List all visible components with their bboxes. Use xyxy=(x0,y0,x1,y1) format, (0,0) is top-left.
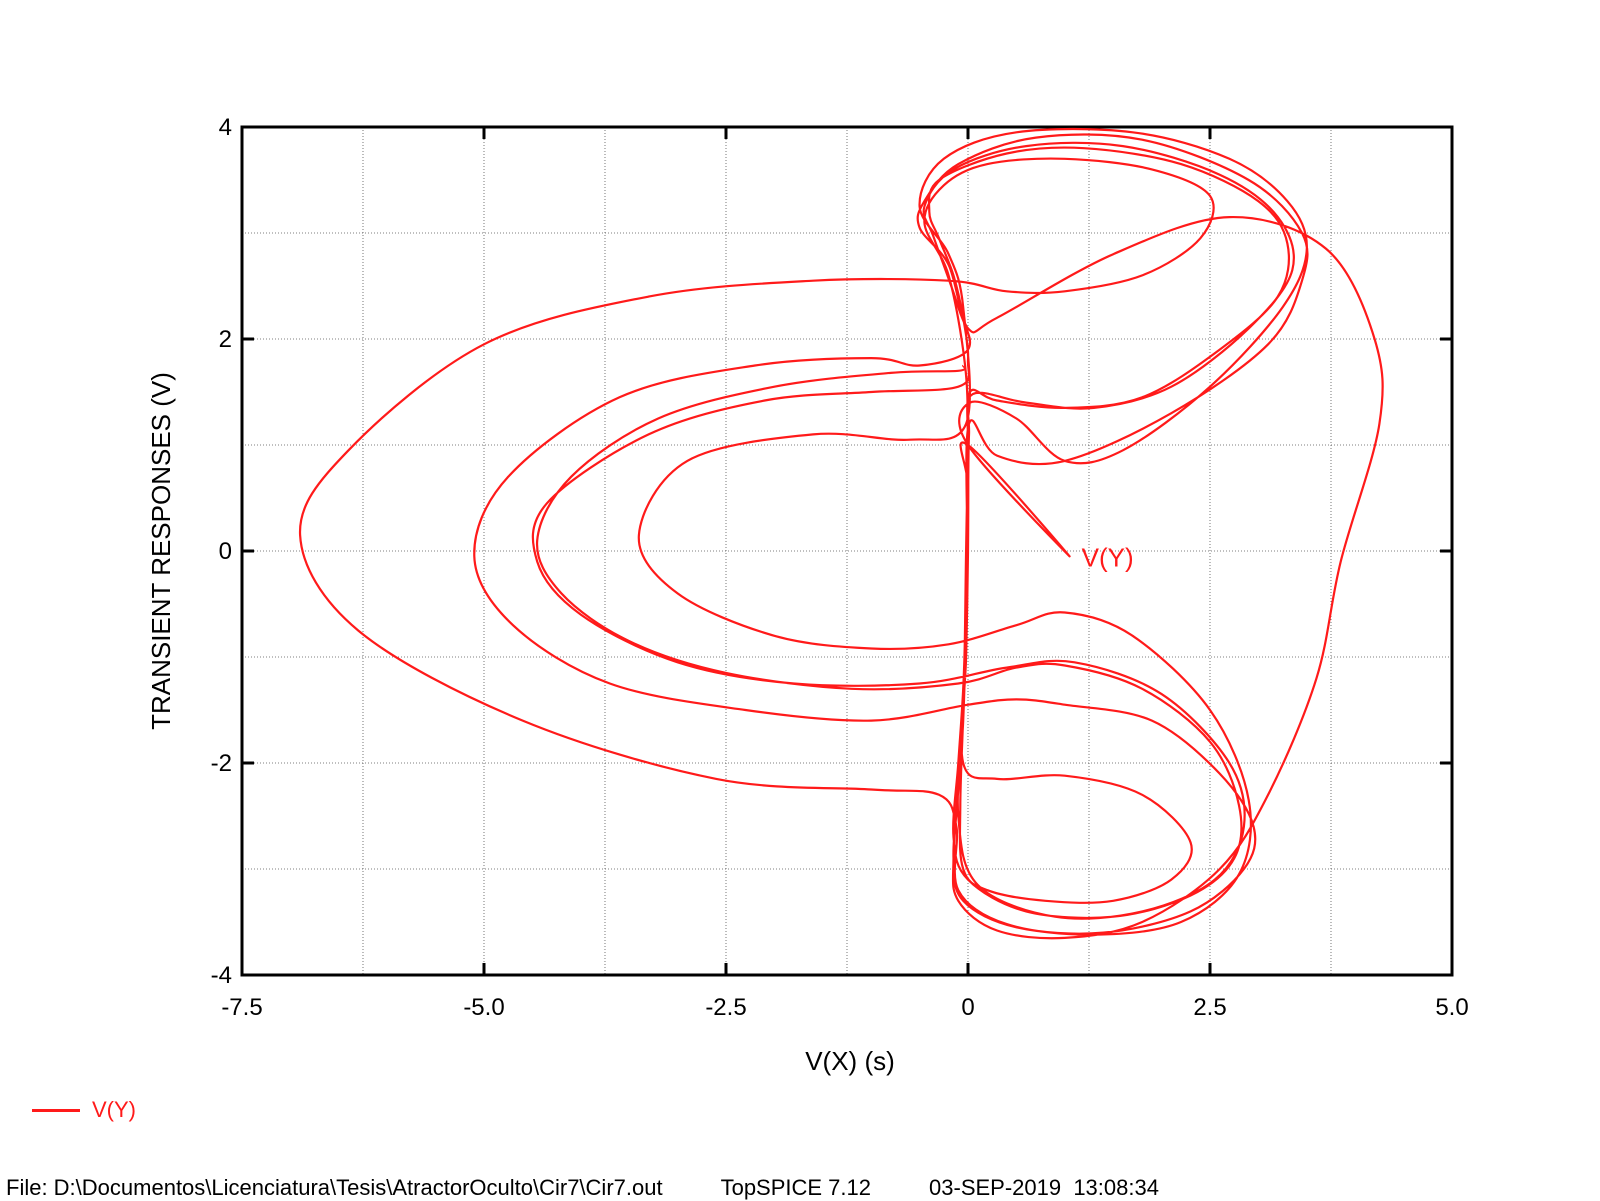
y-tick-label: -2 xyxy=(211,750,232,777)
y-tick-label: 4 xyxy=(219,114,232,141)
x-tick-label: 2.5 xyxy=(1193,994,1226,1021)
series-line-v-y xyxy=(298,127,1384,940)
x-tick-label: -7.5 xyxy=(221,994,262,1021)
legend-swatch xyxy=(32,1108,80,1112)
y-axis-label: TRANSIENT RESPONSES (V) xyxy=(146,372,176,730)
legend-label: V(Y) xyxy=(92,1097,136,1122)
x-axis-label: V(X) (s) xyxy=(805,1046,895,1076)
y-tick-label: 2 xyxy=(219,326,232,353)
x-tick-label: -5.0 xyxy=(463,994,504,1021)
footer-program: TopSPICE 7.12 xyxy=(720,1175,872,1200)
series-annotation-label: V(Y) xyxy=(1082,542,1134,572)
footer-info: File: D:\Documentos\Licenciatura\Tesis\A… xyxy=(6,1175,1217,1201)
legend: V(Y) xyxy=(32,1097,136,1123)
footer-timestamp: 03-SEP-2019 13:08:34 xyxy=(929,1175,1159,1200)
y-tick-label: 0 xyxy=(219,538,232,565)
footer-file-path: File: D:\Documentos\Licenciatura\Tesis\A… xyxy=(6,1175,663,1200)
x-tick-label: -2.5 xyxy=(705,994,746,1021)
annotation-layer: V(Y) xyxy=(1082,542,1134,572)
x-tick-label: 0 xyxy=(961,994,974,1021)
y-tick-label: -4 xyxy=(211,962,232,989)
grid-lines xyxy=(242,127,1452,975)
series-layer xyxy=(298,127,1384,940)
axis-ticks: -7.5 -5.0 -2.5 0 2.5 5.0 -4 -2 0 2 4 xyxy=(211,114,1469,1021)
x-tick-label: 5.0 xyxy=(1435,994,1468,1021)
